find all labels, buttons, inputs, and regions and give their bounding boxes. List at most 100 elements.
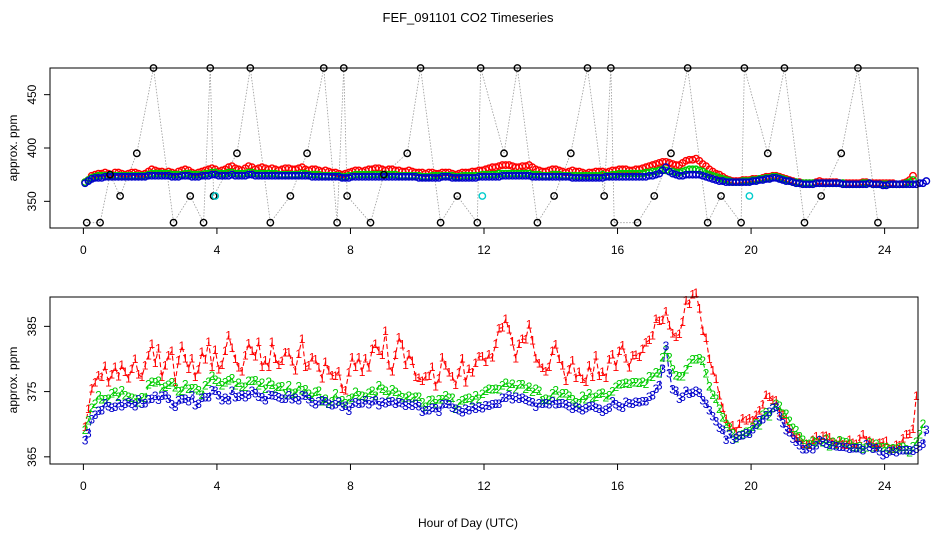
series-1-marker: 1 (556, 352, 563, 366)
series-2-marker: 2 (452, 402, 459, 416)
series-3-marker: 3 (766, 405, 773, 419)
series-3-marker: 3 (102, 396, 109, 410)
series-1-marker: 1 (145, 349, 152, 363)
series-3-marker: 3 (736, 429, 743, 443)
reference-line-segment (610, 67, 615, 223)
series-1-marker: 1 (820, 429, 827, 443)
series-3-marker: 3 (592, 401, 599, 415)
series-2-marker: 2 (305, 387, 312, 401)
series-1-marker: 1 (472, 356, 479, 370)
series-3-marker: 3 (713, 415, 720, 429)
series-3-marker: 3 (870, 442, 877, 456)
series-3-marker: 3 (472, 402, 479, 416)
reference-point (343, 192, 352, 200)
series-1-marker: 1 (205, 335, 212, 349)
series-3-marker: 3 (693, 384, 700, 398)
series-2-marker: 2 (329, 394, 336, 408)
series-1-marker: 1 (689, 287, 696, 301)
series-2-marker: 2 (779, 407, 786, 421)
series-2-marker: 2 (556, 389, 563, 403)
series-1-marker: 1 (706, 352, 713, 366)
series-2-marker: 2 (229, 372, 236, 386)
series-3-marker: 3 (916, 439, 923, 453)
series-1-marker: 1 (392, 348, 399, 362)
series-2-marker: 2 (289, 387, 296, 401)
reference-line-segment (236, 67, 251, 154)
series-1-marker: 1 (125, 372, 132, 386)
series-2-marker: 2 (492, 382, 499, 396)
series-3-marker: 3 (329, 398, 336, 412)
series-3-marker: 3 (195, 397, 202, 411)
reference-line-segment (209, 67, 214, 197)
series-1-marker: 1 (769, 393, 776, 407)
series-2-marker: 2 (562, 387, 569, 401)
series-1-marker: 1 (789, 426, 796, 440)
series-1-point (672, 161, 680, 169)
series-2-marker: 2 (663, 343, 670, 357)
series-3-marker: 3 (112, 400, 119, 414)
series-1-marker: 1 (309, 351, 316, 365)
series-1-marker: 1 (489, 351, 496, 365)
series-2-marker: 2 (679, 370, 686, 384)
reference-line-segment (189, 195, 204, 223)
series-3-marker: 3 (429, 401, 436, 415)
series-1-marker: 1 (189, 351, 196, 365)
series-2-marker: 2 (559, 387, 566, 401)
series-3-marker: 3 (549, 394, 556, 408)
series-1-marker: 1 (422, 370, 429, 384)
series-1-marker: 1 (148, 337, 155, 351)
series-3-marker: 3 (562, 398, 569, 412)
reference-line-segment (784, 67, 805, 223)
series-3-marker: 3 (492, 397, 499, 411)
series-2-marker: 2 (128, 391, 135, 405)
series-2-marker: 2 (813, 435, 820, 449)
series-2-marker: 2 (396, 388, 403, 402)
series-2-marker: 2 (512, 383, 519, 397)
series-2-marker: 2 (85, 413, 92, 427)
series-3-marker: 3 (676, 392, 683, 406)
series-3-marker: 3 (699, 394, 706, 408)
reference-line-segment (707, 195, 722, 223)
series-1-marker: 1 (482, 355, 489, 369)
series-2-marker: 2 (369, 384, 376, 398)
series-2-marker: 2 (866, 435, 873, 449)
series-3-marker: 3 (312, 398, 319, 412)
series-3-marker: 3 (582, 402, 589, 416)
reference-line-segment (136, 67, 154, 154)
reference-line-segment (804, 195, 822, 223)
series-2-marker: 2 (756, 419, 763, 433)
series-2-marker: 2 (803, 437, 810, 451)
series-3-marker: 3 (860, 443, 867, 457)
series-1-marker: 1 (813, 430, 820, 444)
series-1-point (481, 165, 490, 174)
series-2-marker: 2 (786, 414, 793, 428)
x-tick-label: 8 (347, 243, 354, 257)
series-2-marker: 2 (259, 376, 266, 390)
series-2-marker: 2 (299, 383, 306, 397)
series-3-marker: 3 (586, 400, 593, 414)
series-2-marker: 2 (292, 386, 299, 400)
reference-line-segment (99, 174, 111, 223)
series-1-marker: 1 (369, 342, 376, 356)
series-3-marker: 3 (372, 394, 379, 408)
series-1-marker: 1 (663, 304, 670, 318)
series-1-marker: 1 (656, 314, 663, 328)
series-3-marker: 3 (519, 391, 526, 405)
y-tick-label: 400 (25, 138, 39, 158)
series-3-marker: 3 (646, 390, 653, 404)
series-1-marker: 1 (873, 440, 880, 454)
series-1-marker: 1 (95, 368, 102, 382)
series-1-marker: 1 (282, 345, 289, 359)
series-1-marker: 1 (82, 420, 89, 434)
series-2-marker: 2 (312, 385, 319, 399)
series-3-marker: 3 (906, 443, 913, 457)
series-3-marker: 3 (192, 398, 199, 412)
series-1-marker: 1 (910, 422, 917, 436)
series-1-marker: 1 (562, 374, 569, 388)
reference-point (763, 149, 772, 158)
reference-line-segment (153, 67, 174, 223)
series-2-marker: 2 (789, 421, 796, 435)
series-1-marker: 1 (102, 359, 109, 373)
series-1-marker: 1 (870, 436, 877, 450)
